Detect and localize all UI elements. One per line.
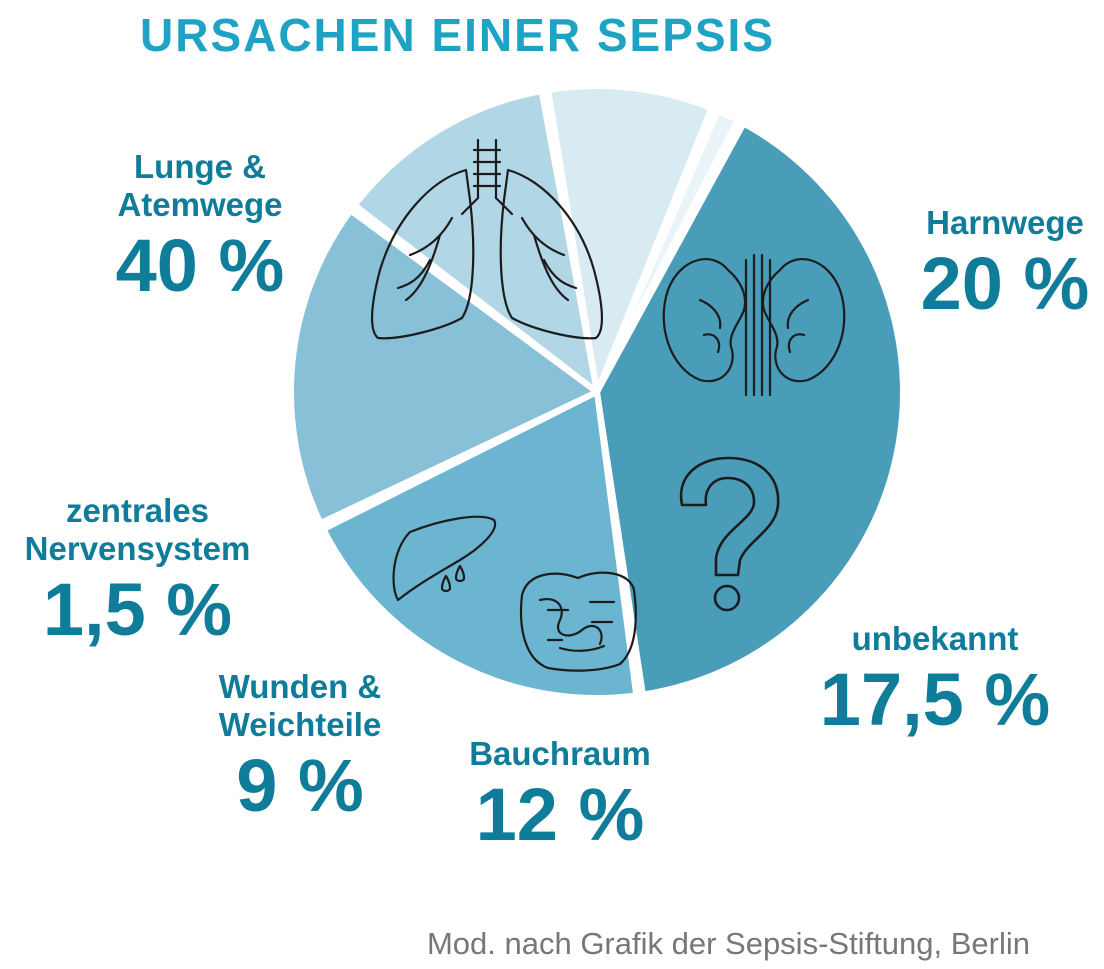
slice-name: Harnwege xyxy=(926,204,1084,241)
source-note: Mod. nach Grafik der Sepsis-Stiftung, Be… xyxy=(426,926,1030,961)
pie-slice-3 xyxy=(351,88,600,395)
question-mark-icon xyxy=(679,456,780,612)
label-wunden-weichteile: Wunden & Weichteile 9 % xyxy=(185,668,415,828)
label-harnwege: Harnwege 20 % xyxy=(895,204,1104,326)
slice-name: Lunge & xyxy=(134,148,266,185)
slice-name: Nervensystem xyxy=(24,530,251,567)
label-zentrales-nervensystem: zentrales Nervensystem 1,5 % xyxy=(0,492,275,652)
slice-name: Weichteile xyxy=(218,706,382,743)
slice-percent: 17,5 % xyxy=(819,658,1051,741)
slice-percent: 12 % xyxy=(475,773,645,856)
pie-slice-0 xyxy=(594,120,906,698)
slice-percent: 1,5 % xyxy=(42,568,233,651)
slice-name: unbekannt xyxy=(851,620,1019,657)
slice-name: Atemwege xyxy=(117,186,283,223)
pie-slice-2 xyxy=(288,207,600,527)
slice-percent: 20 % xyxy=(920,242,1090,325)
liver-icon xyxy=(392,515,497,602)
label-bauchraum: Bauchraum 12 % xyxy=(430,735,690,857)
slice-percent: 40 % xyxy=(115,224,285,307)
pie-slice-5 xyxy=(594,107,741,395)
intestines-icon xyxy=(519,571,637,672)
label-unbekannt: unbekannt 17,5 % xyxy=(800,620,1070,742)
kidneys-icon xyxy=(662,253,846,397)
slice-name: zentrales xyxy=(65,492,210,529)
lungs-icon xyxy=(370,138,604,340)
slice-name: Bauchraum xyxy=(469,735,651,772)
slice-name: Wunden & xyxy=(218,668,382,705)
pie-slice-4 xyxy=(545,83,715,395)
chart-title: URSACHEN EINER SEPSIS xyxy=(140,9,776,61)
slice-percent: 9 % xyxy=(236,744,364,827)
label-lunge-atemwege: Lunge & Atemwege 40 % xyxy=(80,148,320,308)
